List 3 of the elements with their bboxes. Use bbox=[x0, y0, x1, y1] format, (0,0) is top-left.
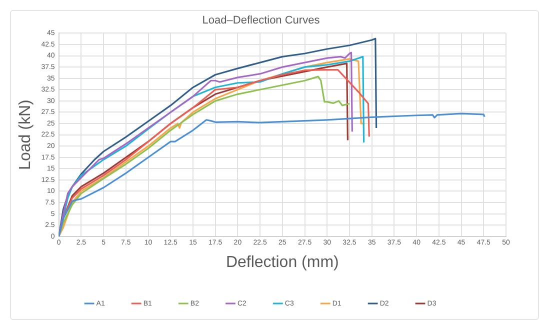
chart-title: Load–Deflection Curves bbox=[202, 14, 320, 27]
x-axis-title: Deflection (mm) bbox=[226, 254, 339, 271]
y-axis-title: Load (kN) bbox=[17, 100, 34, 170]
